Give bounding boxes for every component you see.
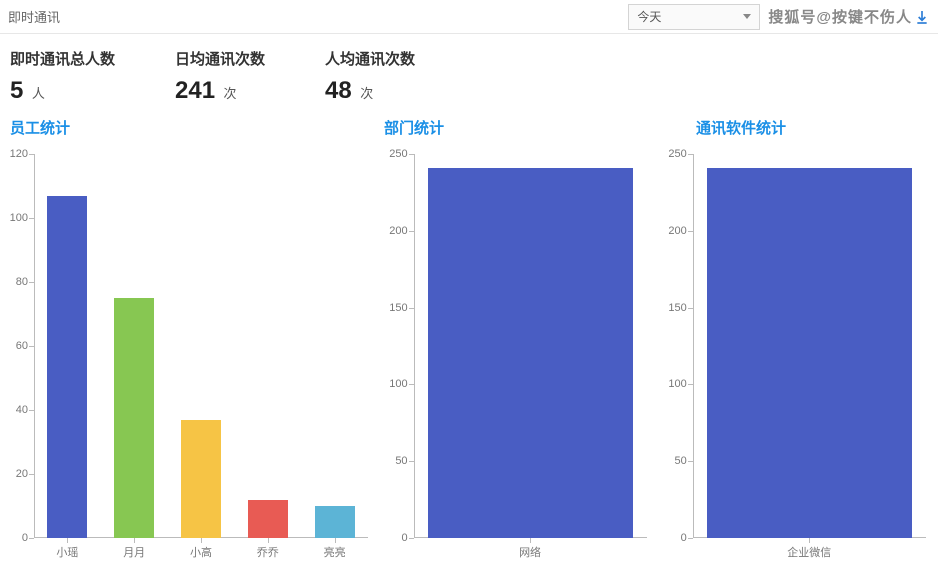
bar-chart: 050100150200250网络: [384, 144, 655, 558]
bar: [428, 168, 633, 538]
plot-area: 020406080100120小瑶月月小高乔乔亮亮: [34, 154, 368, 538]
plot-area: 050100150200250企业微信: [693, 154, 926, 538]
bar-chart: 050100150200250企业微信: [663, 144, 934, 558]
download-icon: [914, 9, 930, 25]
bar: [181, 420, 221, 538]
metric-label: 日均通讯次数: [175, 48, 265, 69]
section-title: 部门统计: [384, 117, 696, 138]
charts-row: 020406080100120小瑶月月小高乔乔亮亮050100150200250…: [0, 138, 938, 558]
x-axis-tick-mark: [530, 538, 531, 543]
bar: [315, 506, 355, 538]
watermark-text: 搜狐号@按键不伤人: [768, 6, 912, 27]
y-axis-tick-mark: [409, 538, 414, 539]
y-axis-tick-mark: [29, 538, 34, 539]
y-axis-line: [693, 154, 694, 538]
x-axis-tick-mark: [201, 538, 202, 543]
metric-daily-count: 日均通讯次数 241 次: [175, 48, 265, 105]
chevron-down-icon: [743, 14, 751, 19]
bar: [47, 196, 87, 538]
topbar: 即时通讯 今天 搜狐号@按键不伤人: [0, 0, 938, 34]
date-range-value: 今天: [637, 8, 661, 25]
x-axis-tick-mark: [67, 538, 68, 543]
metric-unit: 次: [360, 86, 373, 101]
metrics-row: 即时通讯总人数 5 人 日均通讯次数 241 次 人均通讯次数 48 次: [0, 34, 938, 113]
metric-value: 5: [10, 77, 23, 104]
y-axis-tick-mark: [688, 538, 693, 539]
y-axis-line: [34, 154, 35, 538]
bar: [248, 500, 288, 538]
plot-area: 050100150200250网络: [414, 154, 647, 538]
section-title: 通讯软件统计: [696, 117, 928, 138]
bar: [114, 298, 154, 538]
bar-chart: 020406080100120小瑶月月小高乔乔亮亮: [4, 144, 376, 558]
watermark: 搜狐号@按键不伤人: [768, 6, 930, 27]
metric-total-people: 即时通讯总人数 5 人: [10, 48, 115, 105]
page-title: 即时通讯: [8, 7, 628, 26]
x-axis-tick-mark: [268, 538, 269, 543]
metric-unit: 次: [224, 86, 237, 101]
section-title: 员工统计: [10, 117, 384, 138]
metric-value: 48: [325, 77, 352, 104]
metric-label: 即时通讯总人数: [10, 48, 115, 69]
bar: [707, 168, 912, 538]
metric-unit: 人: [32, 86, 45, 101]
x-axis-tick-mark: [134, 538, 135, 543]
x-axis-tick-mark: [809, 538, 810, 543]
y-axis-line: [414, 154, 415, 538]
x-axis-tick-mark: [335, 538, 336, 543]
metric-value: 241: [175, 77, 215, 104]
date-range-select[interactable]: 今天: [628, 4, 760, 30]
section-titles-row: 员工统计部门统计通讯软件统计: [0, 117, 938, 138]
metric-per-person: 人均通讯次数 48 次: [325, 48, 415, 105]
metric-label: 人均通讯次数: [325, 48, 415, 69]
